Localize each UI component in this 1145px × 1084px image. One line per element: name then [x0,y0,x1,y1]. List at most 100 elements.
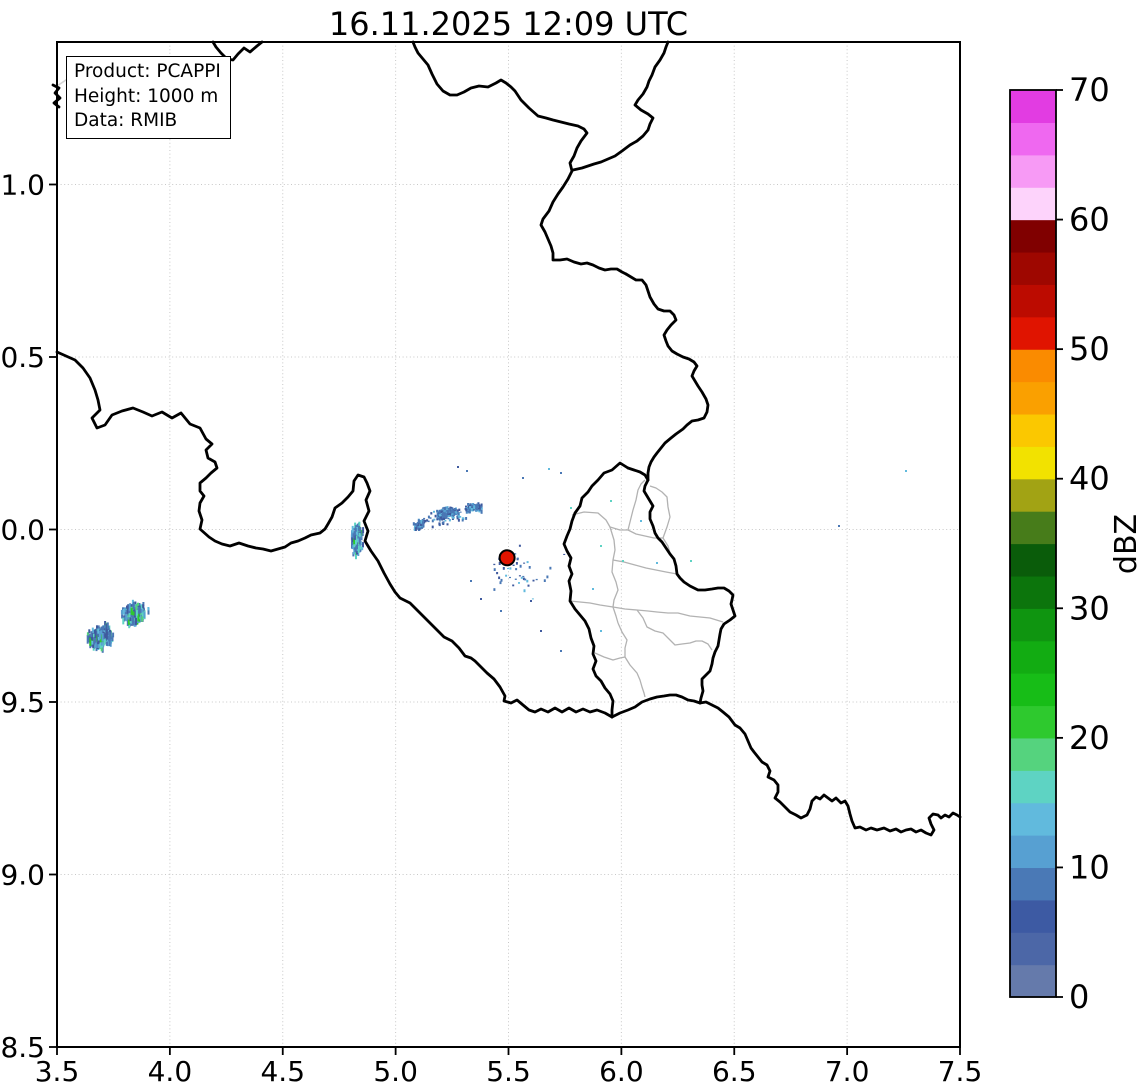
colorbar-cell [1010,90,1056,123]
radar-echo-pixel [355,538,357,545]
radar-echo-pixel [467,503,470,506]
radar-echo-pixel [540,630,542,632]
radar-echo-pixel [427,520,430,523]
radar-echo-pixel [108,632,111,640]
radar-echo-pixel [453,508,456,511]
radar-echo-pixel [438,514,441,517]
radar-echo-pixel [480,507,483,510]
radar-echo-pixel [126,605,128,614]
radar-echo-pixel [600,630,602,632]
radar-echo-pixel [640,520,642,522]
radar-echo-pixel [128,608,131,616]
radar-echo-pixel [549,566,552,570]
colorbar-cell [1010,316,1056,350]
radar-echo-pixel [91,627,94,633]
radar-echo-pixel [473,503,476,507]
radar-echo-pixel [622,560,624,562]
radar-echo-pixel [103,639,106,646]
radar-echo-pixel [526,561,529,564]
lux-canton-4 [617,622,646,698]
radar-echo-pixel [86,632,89,636]
colorbar-frame [1009,89,1057,998]
x-tick-label: 5.5 [486,1055,531,1084]
radar-echo-pixel [95,633,98,643]
radar-echo-pixel [546,575,549,579]
radar-echo-pixel [412,522,415,526]
radar-echo-pixel [446,506,449,509]
radar-echo-pixel [467,505,470,508]
radar-echo-pixel [442,513,445,518]
radar-echo-pixel [351,535,354,543]
radar-echo-pixel [417,520,420,525]
radar-echo-pixel [468,508,471,511]
radar-echo-pixel [535,578,538,581]
radar-echo-pixel [101,633,104,642]
radar-echo-pixel [442,511,444,515]
radar-echo-pixel [509,576,511,579]
colorbar-cell [1010,835,1056,869]
radar-echo-pixel [437,513,439,516]
radar-echo-pixel [111,637,114,641]
radar-echo-pixel [356,531,359,538]
radar-echo-pixel [451,516,454,519]
radar-echo-pixel [104,633,107,639]
radar-echo-pixel [105,631,108,640]
radar-echo-pixel [131,599,134,608]
radar-echo-pixel [356,542,358,550]
radar-echo-pixel [447,513,450,516]
radar-echo-pixel [457,466,459,468]
radar-echo-pixel [527,584,530,587]
radar-echo-pixel [448,508,451,513]
radar-echo-pixel [359,541,362,546]
radar-echo-pixel [507,568,509,570]
colorbar-cell [1010,640,1056,674]
x-tick-label: 4.0 [148,1055,193,1084]
radar-echo-pixel [94,634,97,643]
radar-echo-pixel [122,617,125,625]
radar-echo-pixel [426,519,429,522]
radar-echo-pixel [352,533,355,539]
colorbar-cell [1010,284,1056,318]
radar-echo-pixel [450,507,452,511]
lux-canton-5 [594,652,626,661]
radar-echo-pixel [433,518,436,521]
radar-echo-pixel [442,521,445,524]
product-info-line: Product: PCAPPI [74,61,221,82]
radar-echo-pixel [414,527,417,531]
radar-echo-pixel [478,504,481,510]
radar-echo-pixel [357,523,359,531]
radar-echo-pixel [127,604,130,609]
radar-echo-pixel [493,568,496,571]
radar-echo-pixel [132,603,135,609]
border-luxembourg-west [562,461,630,719]
radar-echo-pixel [480,506,483,508]
radar-echo-pixel [353,546,356,555]
colorbar-cell [1010,673,1056,707]
radar-echo-pixel [126,619,129,626]
radar-echo-pixel [470,580,472,582]
radar-echo-pixel [498,562,501,565]
radar-echo-pixel [88,629,91,634]
figure-title: 16.11.2025 12:09 UTC [328,5,689,43]
radar-echo-pixel [656,562,658,564]
radar-echo-pixel [450,506,453,509]
radar-echo-pixel [132,611,135,616]
radar-echo-pixel [430,512,433,515]
radar-echo-pixel [457,518,460,522]
radar-echo-pixel [445,516,448,519]
radar-echo-pixel [359,544,362,547]
x-tick-label: 5.0 [373,1055,418,1084]
radar-echo-pixel [498,576,501,580]
radar-echo-pixel [530,600,532,602]
x-tick-label: 4.5 [260,1055,305,1084]
radar-echo-pixel [419,523,422,527]
radar-echo-pixel [94,641,97,648]
radar-echo-pixel [466,470,468,472]
radar-echo-pixel [421,519,424,521]
colorbar-cell [1010,478,1056,512]
colorbar-cell [1010,932,1056,966]
y-tick-label: 48.5 [0,1031,45,1064]
echo-arc-2 [436,506,461,520]
radar-echo-pixel [417,525,420,528]
